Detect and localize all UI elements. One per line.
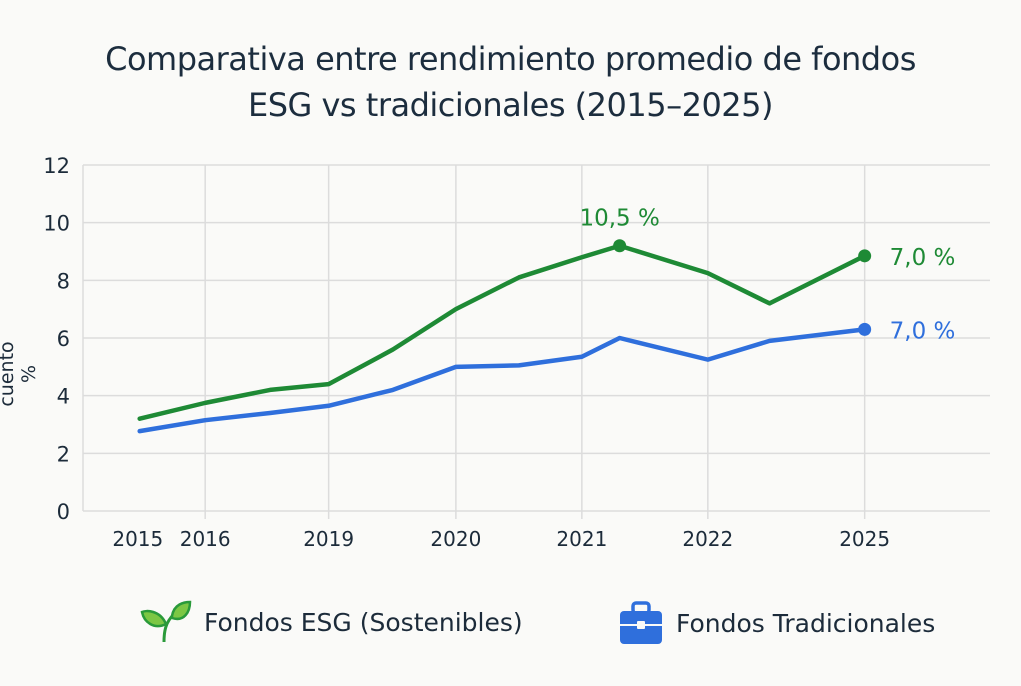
y-tick-label: 4 [57,385,70,409]
x-tick-label: 2016 [180,527,231,551]
y-tick-label: 8 [57,269,70,293]
data-point-marker [858,249,872,263]
series-line-1 [137,327,867,434]
y-tick-label: 10 [43,212,70,236]
chart-title-line-2: ESG vs tradicionales (2015–2025) [247,86,774,124]
legend-item-traditional: Fondos Tradicionales [618,600,935,646]
data-point-marker [613,239,627,253]
chart-title-line-1: Comparativa entre rendimiento promedio d… [105,40,916,78]
legend-label-traditional: Fondos Tradicionales [676,608,936,638]
x-tick-label: 2022 [682,527,733,551]
legend-label-esg: Fondos ESG (Sostenibles) [204,607,523,637]
data-label: 7,0 % [890,245,956,271]
leaf-icon [140,600,192,643]
data-point-marker [858,322,872,336]
data-label: 7,0 % [890,318,956,344]
x-tick-label: 2021 [556,527,607,551]
x-tick-label: 2015 [112,527,163,551]
y-tick-label: 6 [57,327,70,351]
briefcase-icon [620,601,662,644]
x-tick-label: 2025 [839,527,890,551]
x-tick-label: 2019 [303,527,354,551]
x-tick-label: 2020 [430,527,481,551]
data-label: 10,5 % [579,206,659,232]
legend-item-esg: Fondos ESG (Sostenibles) [140,600,523,644]
y-tick-label: 2 [57,442,70,466]
y-tick-label: 0 [57,500,70,524]
y-tick-label: 12 [43,154,70,178]
series-line-0 [137,243,867,421]
y-axis-label: cuento % [0,341,40,407]
chart-title: Comparativa entre rendimiento promedio d… [0,36,1021,128]
